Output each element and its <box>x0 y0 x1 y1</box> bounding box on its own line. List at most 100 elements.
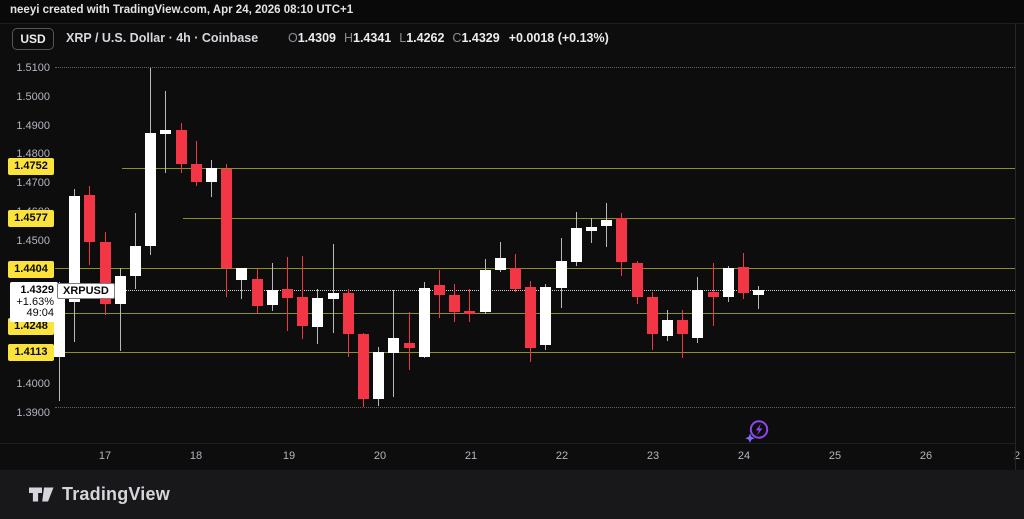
price-level-axis-label: 1.4404 <box>8 261 54 278</box>
candle[interactable] <box>190 164 202 182</box>
candle-wick[interactable] <box>271 262 273 311</box>
candle[interactable] <box>160 129 172 135</box>
symbol-title[interactable]: XRP / U.S. Dollar · 4h · Coinbase <box>66 31 259 45</box>
candle[interactable] <box>236 268 248 281</box>
candle[interactable] <box>282 288 293 298</box>
candle[interactable] <box>449 294 461 313</box>
time-axis-label: 17 <box>98 450 112 462</box>
price-level-line[interactable] <box>183 218 1015 220</box>
candle[interactable] <box>342 293 354 334</box>
candle[interactable] <box>297 297 309 327</box>
candle[interactable] <box>403 342 415 348</box>
time-axis-label: 2 <box>1013 450 1021 462</box>
candle[interactable] <box>692 290 704 339</box>
candle[interactable] <box>251 279 263 306</box>
price-scale-border <box>1015 23 1016 470</box>
time-axis-label: 25 <box>828 450 842 462</box>
price-level-line[interactable] <box>122 168 1015 169</box>
candle[interactable] <box>677 320 689 335</box>
candle[interactable] <box>434 285 445 295</box>
candle[interactable] <box>373 352 385 399</box>
price-level-axis-label: 1.4248 <box>8 318 54 335</box>
spark-lightning-icon[interactable] <box>742 417 772 447</box>
candle[interactable] <box>707 292 719 298</box>
candle[interactable] <box>145 132 157 247</box>
candle[interactable] <box>114 276 126 304</box>
candle[interactable] <box>130 246 141 277</box>
candle-wick[interactable] <box>469 289 471 323</box>
candle[interactable] <box>738 267 749 293</box>
candle[interactable] <box>631 263 643 298</box>
candle[interactable] <box>601 220 613 226</box>
price-axis-label: 1.5000 <box>16 90 50 103</box>
last-price-axis-label: 1.4329 +1.63% 49:04 <box>10 282 58 322</box>
candle[interactable] <box>662 320 673 337</box>
candle[interactable] <box>388 338 400 353</box>
candle[interactable] <box>525 286 537 348</box>
candle-wick[interactable] <box>408 312 410 370</box>
candle[interactable] <box>494 257 506 271</box>
candle[interactable] <box>464 310 476 314</box>
time-axis-label: 19 <box>282 450 296 462</box>
time-axis-label: 24 <box>737 450 751 462</box>
candle[interactable] <box>54 291 65 357</box>
last-change-percent: +1.63% <box>16 295 54 308</box>
candle-wick[interactable] <box>499 241 501 273</box>
candle[interactable] <box>510 267 521 289</box>
attribution-text: neeyi created with TradingView.com, Apr … <box>10 4 354 16</box>
low-label: L <box>399 31 407 45</box>
change-value: +0.0018 (+0.13%) <box>508 31 609 45</box>
candle[interactable] <box>646 297 658 335</box>
price-level-line[interactable] <box>55 351 1015 353</box>
candle-wick[interactable] <box>332 243 334 333</box>
time-axis-label: 20 <box>373 450 387 462</box>
footer-brand-text[interactable]: TradingView <box>62 484 170 504</box>
candle[interactable] <box>555 260 567 288</box>
price-level-axis-label: 1.4577 <box>8 210 54 227</box>
range-high-line <box>55 66 1015 68</box>
candle[interactable] <box>358 333 369 399</box>
close-value: 1.4329 <box>461 31 500 45</box>
candle-wick[interactable] <box>241 267 243 300</box>
candle[interactable] <box>479 270 491 313</box>
candle[interactable] <box>327 292 339 300</box>
candle-wick[interactable] <box>119 268 121 352</box>
last-price: 1.4329 <box>20 284 54 296</box>
candle[interactable] <box>99 241 111 304</box>
open-value: 1.4309 <box>297 31 336 45</box>
candle[interactable] <box>722 268 734 298</box>
high-value: 1.4341 <box>353 31 392 45</box>
candle[interactable] <box>570 228 582 262</box>
currency-button[interactable]: USD <box>12 28 54 50</box>
candle-wick[interactable] <box>758 286 760 309</box>
candle[interactable] <box>175 129 187 165</box>
candle[interactable] <box>753 289 765 296</box>
close-label: C <box>452 31 462 45</box>
candle[interactable] <box>540 287 552 345</box>
legend-row: USD XRP / U.S. Dollar · 4h · Coinbase O1… <box>0 24 1024 52</box>
price-axis-label: 1.4700 <box>16 177 50 189</box>
candle[interactable] <box>616 218 628 263</box>
price-axis-label: 1.4800 <box>16 148 50 161</box>
candle-wick[interactable] <box>195 141 197 186</box>
low-value: 1.4262 <box>406 31 445 45</box>
candle[interactable] <box>69 195 81 303</box>
price-level-axis-label: 1.4752 <box>8 158 54 175</box>
tradingview-logo[interactable] <box>28 484 55 505</box>
footer-bar: TradingView <box>0 470 1024 519</box>
attribution-bar: neeyi created with TradingView.com, Apr … <box>0 0 1024 24</box>
candle[interactable] <box>206 168 217 182</box>
time-axis-label: 26 <box>919 450 933 462</box>
price-axis-label: 1.4500 <box>16 234 50 247</box>
time-axis-label: 21 <box>464 450 478 462</box>
candle[interactable] <box>221 168 233 268</box>
price-level-line[interactable] <box>55 268 1015 270</box>
high-label: H <box>343 31 353 45</box>
candle[interactable] <box>266 289 278 305</box>
candle[interactable] <box>586 227 597 231</box>
candle[interactable] <box>312 298 324 328</box>
candle[interactable] <box>84 195 96 242</box>
candle[interactable] <box>418 287 430 357</box>
